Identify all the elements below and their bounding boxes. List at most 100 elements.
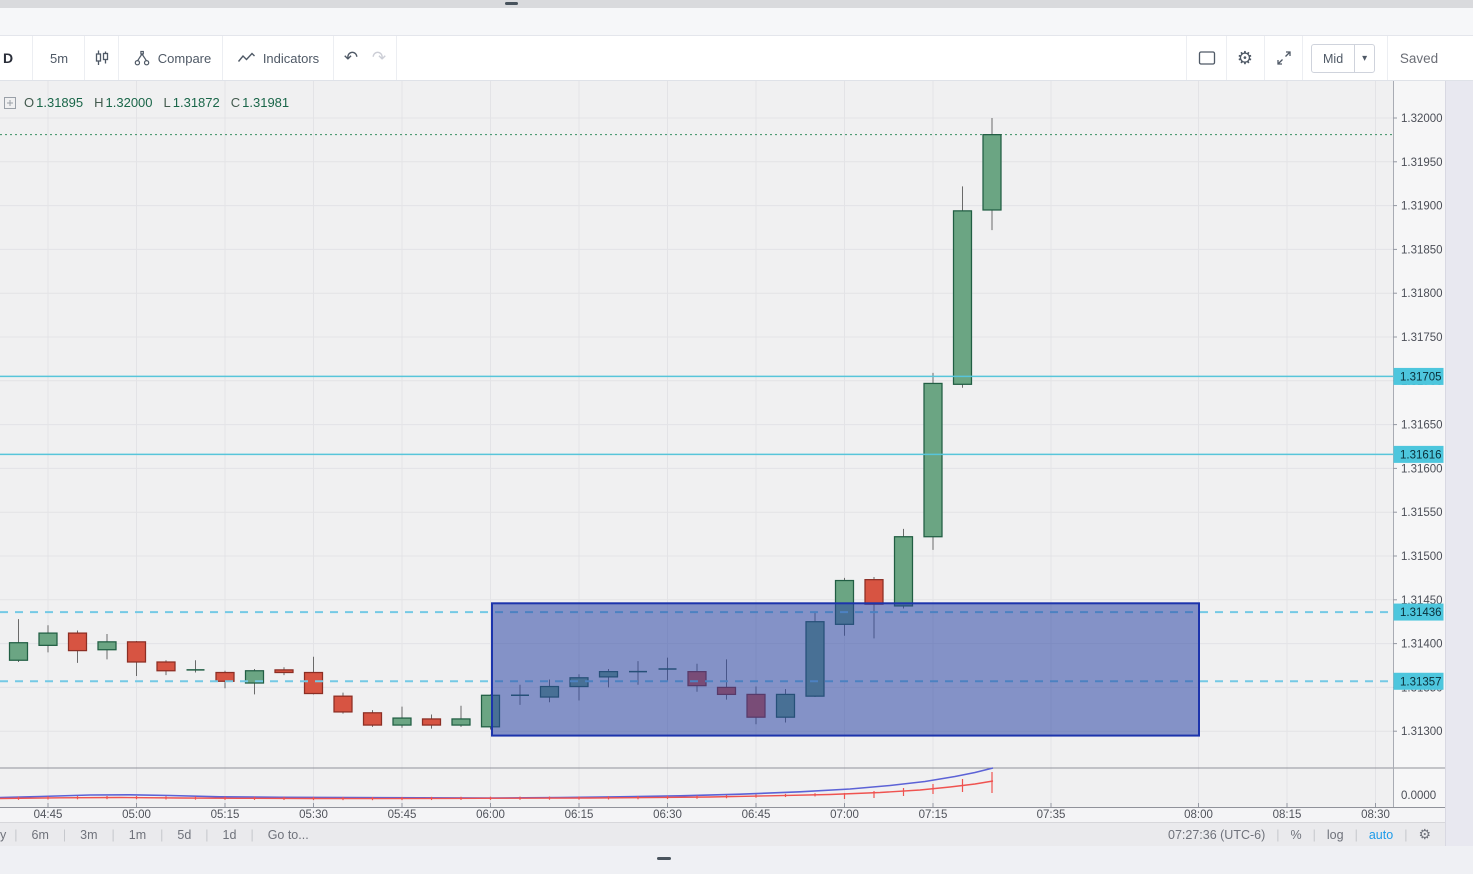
toolbar-separator — [118, 36, 119, 80]
price-tick-label: 1.31900 — [1401, 201, 1443, 213]
legend-high: H 1.32000 — [94, 95, 153, 110]
axis-settings-group: 07:27:36 (UTC-6) | % | log | auto | ⚙ — [1168, 823, 1431, 846]
candle-body — [67, 632, 88, 652]
price-tick-label: 1.31950 — [1401, 157, 1443, 169]
top-strip — [0, 0, 1473, 8]
log-scale-toggle[interactable]: log — [1326, 827, 1344, 842]
time-axis-label: 05:00 — [122, 809, 151, 821]
candle-body — [244, 670, 265, 684]
price-axis-background — [1393, 81, 1445, 807]
time-axis[interactable]: 04:45 05:00 05:15 05:30 05:45 06:00 06:15 06:30… — [0, 807, 1445, 822]
candle-body — [156, 661, 176, 672]
candle-body — [97, 641, 117, 651]
time-axis-label: 07:15 — [918, 809, 948, 821]
save-status[interactable]: Saved — [1399, 50, 1439, 66]
time-axis-label: 06:15 — [564, 809, 594, 821]
clock[interactable]: 07:27:36 (UTC-6) — [1168, 827, 1266, 842]
time-axis-label: 04:45 — [33, 809, 63, 821]
right-side-rail — [1445, 81, 1473, 846]
toolbar-separator — [1264, 36, 1265, 80]
legend-expand-icon[interactable] — [4, 96, 16, 109]
price-tick-label: 1.31800 — [1401, 288, 1443, 300]
range-button-1d[interactable]: 1d — [222, 827, 237, 842]
drawing-zone-box — [491, 602, 1200, 737]
separator: | — [250, 827, 254, 842]
candle-body — [421, 718, 442, 726]
price-source-value: Mid — [1323, 51, 1344, 66]
candle-body — [392, 717, 412, 726]
separator: | — [14, 827, 18, 842]
range-button-1m[interactable]: 1m — [128, 827, 147, 842]
time-axis-label: 08:30 — [1361, 809, 1390, 821]
time-axis-label: 08:00 — [1184, 809, 1213, 821]
time-axis-label: 05:30 — [299, 809, 328, 821]
panel-collapse-handle-bottom[interactable] — [657, 857, 671, 860]
price-tick-label: 1.31300 — [1401, 726, 1443, 738]
date-range-buttons: y | 6m | 3m | 1m | 5d | 1d | Go to... — [0, 823, 323, 846]
price-level-label-bg — [1393, 445, 1444, 463]
bottom-toolbar: y | 6m | 3m | 1m | 5d | 1d | Go to... 07:27:36 (UTC-… — [0, 822, 1445, 846]
time-axis-label: 06:30 — [653, 809, 682, 821]
indicators-button[interactable]: Indicators — [228, 36, 328, 80]
auto-scale-toggle[interactable]: auto — [1368, 827, 1394, 842]
price-tick-label: 1.31850 — [1401, 244, 1443, 256]
separator: | — [160, 827, 164, 842]
header-spacer — [0, 8, 1473, 35]
interval-button[interactable]: 5m — [49, 50, 69, 66]
chart-canvas[interactable]: 1.32000 1.31950 1.31900 1.31850 1.31800 1.317… — [0, 81, 1445, 807]
toolbar-separator — [1302, 36, 1303, 80]
price-level-label-bg — [1393, 603, 1444, 621]
range-button-y[interactable]: y — [0, 827, 7, 842]
chart-settings-button[interactable]: ⚙ — [1230, 36, 1260, 80]
fullscreen-arrows-icon — [1277, 51, 1291, 65]
time-axis-label: 05:15 — [210, 809, 240, 821]
range-button-3m[interactable]: 3m — [80, 827, 98, 842]
bottom-strip — [0, 846, 1473, 874]
toolbar-separator — [396, 36, 397, 80]
toolbar-separator — [1387, 36, 1388, 80]
undo-button[interactable]: ↶ — [343, 48, 359, 67]
indicators-label: Indicators — [262, 50, 320, 66]
fullscreen-button[interactable] — [1268, 36, 1300, 80]
candle-body — [303, 671, 324, 695]
price-tick-label: 1.31650 — [1401, 420, 1443, 432]
price-source-dropdown[interactable]: Mid ▾ — [1311, 44, 1376, 73]
candle-body — [952, 210, 973, 385]
chart-area[interactable]: 1.32000 1.31950 1.31900 1.31850 1.31800 1.317… — [0, 81, 1445, 807]
axis-settings-gear-icon[interactable]: ⚙ — [1418, 826, 1431, 842]
candle-body — [982, 134, 1002, 211]
candle-body — [215, 671, 235, 682]
separator: | — [1276, 827, 1280, 842]
time-axis-label: 08:15 — [1272, 809, 1302, 821]
time-axis-label: 06:45 — [741, 809, 771, 821]
toolbar-separator — [32, 36, 33, 80]
range-button-5d[interactable]: 5d — [177, 827, 192, 842]
interval-daily-button[interactable]: D — [2, 50, 14, 66]
legend-open: O 1.31895 — [24, 95, 84, 110]
candle-body — [362, 712, 383, 726]
price-tick-label: 1.32000 — [1401, 113, 1443, 125]
toolbar-separator — [1186, 36, 1187, 80]
compare-button[interactable]: Compare — [124, 36, 220, 80]
candle-body — [893, 536, 914, 607]
time-axis-label: 07:00 — [830, 809, 859, 821]
toolbar-separator — [333, 36, 334, 80]
range-button-go-to-[interactable]: Go to... — [267, 827, 309, 842]
candle-body — [38, 632, 58, 646]
price-tick-label: 1.31750 — [1401, 332, 1443, 344]
candle-body — [923, 382, 943, 538]
separator: | — [1354, 827, 1358, 842]
legend-low: L 1.31872 — [163, 95, 220, 110]
panel-collapse-handle-top[interactable] — [505, 2, 518, 5]
range-button-6m[interactable]: 6m — [31, 827, 49, 842]
ohlc-legend: O 1.31895 H 1.32000 L 1.31872 C 1.31981 — [4, 95, 300, 110]
chart-type-candles-button[interactable] — [86, 36, 118, 80]
separator: | — [205, 827, 209, 842]
price-level-label: 1.31616 — [1400, 449, 1442, 461]
gear-icon: ⚙ — [1236, 47, 1254, 68]
percent-scale-toggle[interactable]: % — [1290, 827, 1302, 842]
redo-button[interactable]: ↷ — [371, 48, 387, 67]
separator: | — [1312, 827, 1316, 842]
snapshot-button[interactable] — [1192, 36, 1222, 80]
